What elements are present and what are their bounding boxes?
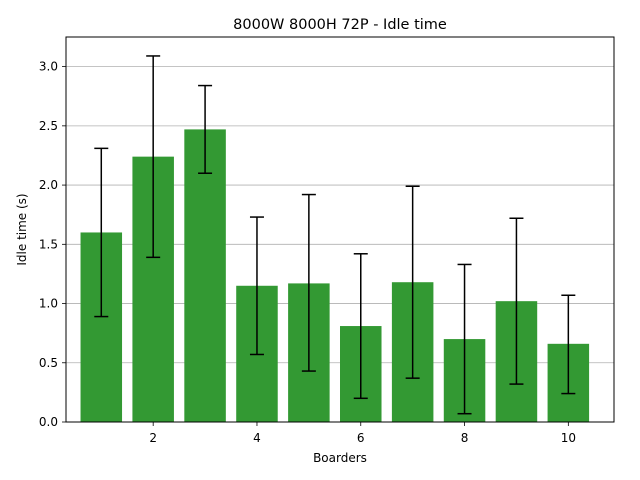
error-bar-1: [94, 147, 109, 318]
y-axis-ticks: 0.0 0.5 1.0 1.5 2.0 2.5 3.0: [39, 60, 66, 429]
error-bar-8: [457, 263, 472, 415]
x-tick-label-6: 6: [357, 431, 365, 445]
x-axis-title: Boarders: [313, 451, 367, 465]
y-tick-label-3: 1.5: [39, 237, 58, 251]
x-tick-label-2: 2: [149, 431, 157, 445]
error-bar-7: [405, 185, 420, 379]
error-bars: [94, 55, 576, 415]
y-axis-title: Idle time (s): [15, 193, 29, 265]
y-tick-label-0: 0.0: [39, 415, 58, 429]
y-tick-label-1: 0.5: [39, 356, 58, 370]
error-bar-2: [146, 55, 161, 259]
y-tick-label-6: 3.0: [39, 60, 58, 74]
error-bar-3: [198, 84, 213, 174]
x-tick-label-10: 10: [561, 431, 576, 445]
y-tick-label-5: 2.5: [39, 119, 58, 133]
error-bar-5: [301, 193, 316, 372]
x-tick-label-8: 8: [461, 431, 469, 445]
x-tick-label-4: 4: [253, 431, 261, 445]
x-axis-ticks: 2 4 6 8 10: [149, 422, 576, 445]
y-tick-label-2: 1.0: [39, 297, 58, 311]
y-tick-label-4: 2.0: [39, 178, 58, 192]
error-bar-6: [353, 253, 368, 400]
chart-title: 8000W 8000H 72P - Idle time: [233, 17, 447, 33]
error-bar-4: [249, 216, 264, 356]
bar-3: [184, 129, 226, 422]
error-bar-10: [561, 294, 576, 395]
error-bar-9: [509, 217, 524, 385]
plot-frame: [65, 36, 615, 423]
